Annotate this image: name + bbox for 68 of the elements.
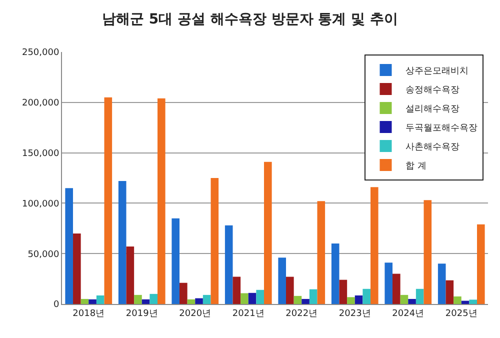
bar xyxy=(224,225,233,304)
bar xyxy=(286,276,294,304)
bar xyxy=(248,292,256,304)
bar xyxy=(477,224,485,304)
bar xyxy=(294,296,302,304)
y-tick-label: 50,000 xyxy=(28,250,60,260)
bar xyxy=(400,294,408,304)
bar xyxy=(362,288,370,304)
bar xyxy=(126,246,134,304)
y-tick-label: 100,000 xyxy=(22,199,60,210)
bar xyxy=(80,298,89,304)
bar xyxy=(240,293,248,304)
bar xyxy=(331,244,340,304)
bar xyxy=(339,280,348,304)
legend-label: 설리해수욕장 xyxy=(406,104,460,115)
bar xyxy=(187,299,196,304)
bar xyxy=(424,200,432,304)
bar xyxy=(158,98,166,304)
y-tick-label: 0 xyxy=(53,300,60,310)
bar xyxy=(96,295,104,304)
bar xyxy=(302,298,310,304)
x-tick-label: 2023년 xyxy=(338,308,371,319)
legend-label: 송정해수욕장 xyxy=(406,86,460,96)
x-tick-label: 2022년 xyxy=(286,308,318,319)
x-tick-label: 2025년 xyxy=(445,308,478,319)
bar xyxy=(446,280,454,304)
bar xyxy=(118,181,126,304)
bar xyxy=(172,218,180,304)
bar xyxy=(416,288,424,304)
bar xyxy=(104,97,112,304)
bar xyxy=(354,295,363,304)
bar xyxy=(438,264,446,304)
bar xyxy=(134,294,142,304)
legend-label: 두곡월포해수욕장 xyxy=(406,124,478,134)
bar xyxy=(73,233,81,304)
bar xyxy=(370,187,378,304)
bar xyxy=(392,274,400,304)
y-tick-label: 250,000 xyxy=(22,48,60,58)
legend-label: 상주은모래비치 xyxy=(406,66,469,77)
y-tick-label: 150,000 xyxy=(22,148,60,159)
bar xyxy=(384,262,393,304)
bar xyxy=(317,201,326,304)
y-tick-label: 200,000 xyxy=(22,98,60,109)
x-tick-label: 2021년 xyxy=(232,308,264,319)
chart-title: 남해군 5대 공설 해수욕장 방문자 통계 및 추이 xyxy=(102,11,398,28)
legend-label: 사촌해수욕장 xyxy=(406,142,460,153)
bar xyxy=(408,298,416,304)
x-tick-label: 2019년 xyxy=(126,308,158,319)
bar xyxy=(232,276,241,304)
bar xyxy=(309,289,318,304)
bar xyxy=(150,294,158,304)
bar xyxy=(210,178,219,304)
bar xyxy=(65,188,73,304)
bar xyxy=(202,294,211,304)
bar xyxy=(256,290,264,304)
bar xyxy=(180,282,188,304)
bar xyxy=(347,297,355,304)
bar xyxy=(454,296,462,304)
bar xyxy=(469,300,477,304)
x-tick-label: 2020년 xyxy=(179,308,212,319)
bar xyxy=(278,258,286,304)
bar xyxy=(142,299,150,304)
x-tick-label: 2024년 xyxy=(392,308,424,319)
legend-label: 합 계 xyxy=(406,162,427,172)
bar xyxy=(264,162,272,304)
bar xyxy=(88,299,96,304)
x-tick-label: 2018년 xyxy=(72,308,105,319)
bar xyxy=(195,298,203,304)
